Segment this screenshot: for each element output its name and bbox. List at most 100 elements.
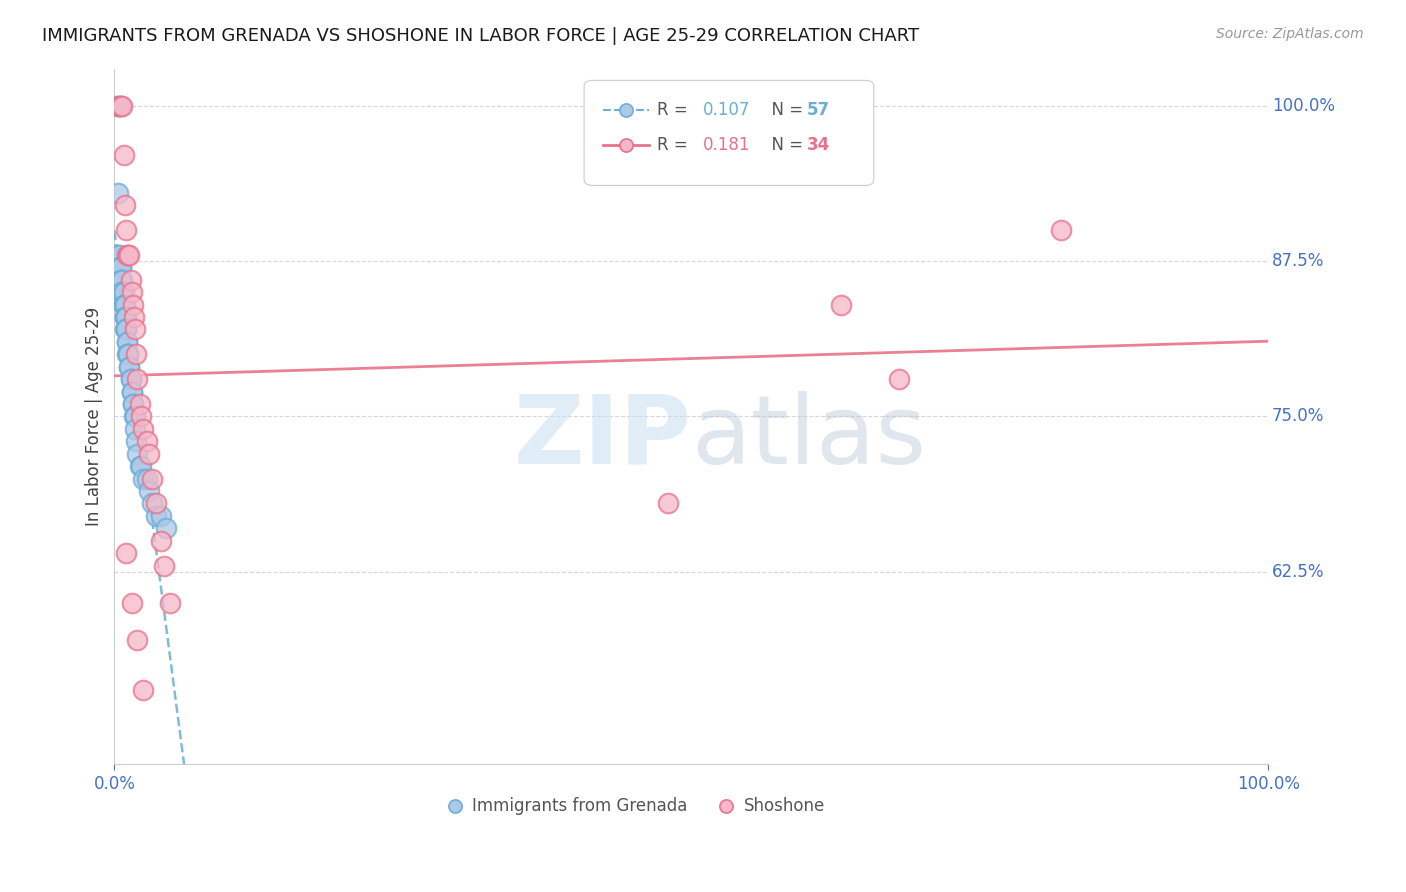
Point [115,322,138,336]
Text: 0.181: 0.181 [703,136,751,154]
Point [129,459,152,474]
Point [124,409,146,424]
Point [110,260,132,275]
Point [120,372,142,386]
Point [121,384,143,399]
Point [889,372,911,386]
Point [145,496,167,510]
Point [124,422,146,436]
Point [121,384,143,399]
Point [112,297,135,311]
Point [129,409,152,424]
Point [132,682,155,697]
Point [122,297,145,311]
Text: R =: R = [657,102,693,120]
Point [124,322,146,336]
Point [112,297,135,311]
Point [120,273,142,287]
Point [108,273,131,287]
Point [117,347,139,361]
Point [114,322,136,336]
Point [115,322,138,336]
Point [112,285,135,300]
Text: N =: N = [761,102,808,120]
Point [128,397,150,411]
Text: 75.0%: 75.0% [1272,408,1324,425]
Point [111,285,134,300]
Point [110,99,132,113]
Text: 100.0%: 100.0% [1272,97,1334,115]
Point [111,273,134,287]
Point [117,347,139,361]
Point [141,496,163,510]
Point [120,372,142,386]
Point [115,546,138,560]
Point [159,596,181,610]
Point [128,459,150,474]
Point [112,297,135,311]
Text: N =: N = [761,136,808,154]
Point [107,248,129,262]
Point [111,285,134,300]
Point [830,297,852,311]
Point [141,472,163,486]
Point [132,472,155,486]
Y-axis label: In Labor Force | Age 25-29: In Labor Force | Age 25-29 [86,307,103,526]
Point [115,347,138,361]
Text: 87.5%: 87.5% [1272,252,1324,270]
Text: 34: 34 [807,136,830,154]
Point [155,521,177,535]
FancyBboxPatch shape [583,80,873,186]
Point [112,148,135,162]
Point [127,633,149,648]
Point [117,248,139,262]
Point [614,173,637,187]
Point [115,322,138,336]
Point [122,397,145,411]
Text: 0.107: 0.107 [703,102,751,120]
Point [127,447,149,461]
Point [153,558,176,573]
Point [114,310,136,324]
Point [115,334,138,349]
Text: Immigrants from Grenada: Immigrants from Grenada [472,797,688,815]
Point [138,483,160,498]
Text: ZIP: ZIP [513,391,692,483]
Point [145,508,167,523]
Point [118,248,141,262]
Text: 62.5%: 62.5% [1272,563,1324,581]
Point [115,223,138,237]
Point [1049,223,1071,237]
Point [110,273,132,287]
Point [117,347,139,361]
Text: IMMIGRANTS FROM GRENADA VS SHOSHONE IN LABOR FORCE | AGE 25-29 CORRELATION CHART: IMMIGRANTS FROM GRENADA VS SHOSHONE IN L… [42,27,920,45]
Point [114,297,136,311]
Point [107,186,129,200]
Point [115,310,138,324]
Point [110,260,132,275]
Point [657,496,679,510]
Text: Shoshone: Shoshone [744,797,825,815]
Point [108,260,131,275]
Point [108,260,131,275]
Point [149,508,172,523]
Point [115,248,138,262]
Point [114,310,136,324]
Point [127,372,149,386]
Point [108,99,131,113]
Point [118,359,141,374]
Point [125,347,148,361]
Point [149,533,172,548]
Point [121,285,143,300]
Point [122,397,145,411]
Point [614,235,637,250]
Point [122,310,145,324]
Point [121,596,143,610]
Point [125,434,148,449]
Point [118,359,141,374]
Point [111,285,134,300]
Point [132,422,155,436]
Text: Source: ZipAtlas.com: Source: ZipAtlas.com [1216,27,1364,41]
Text: 57: 57 [807,102,830,120]
Point [135,434,157,449]
